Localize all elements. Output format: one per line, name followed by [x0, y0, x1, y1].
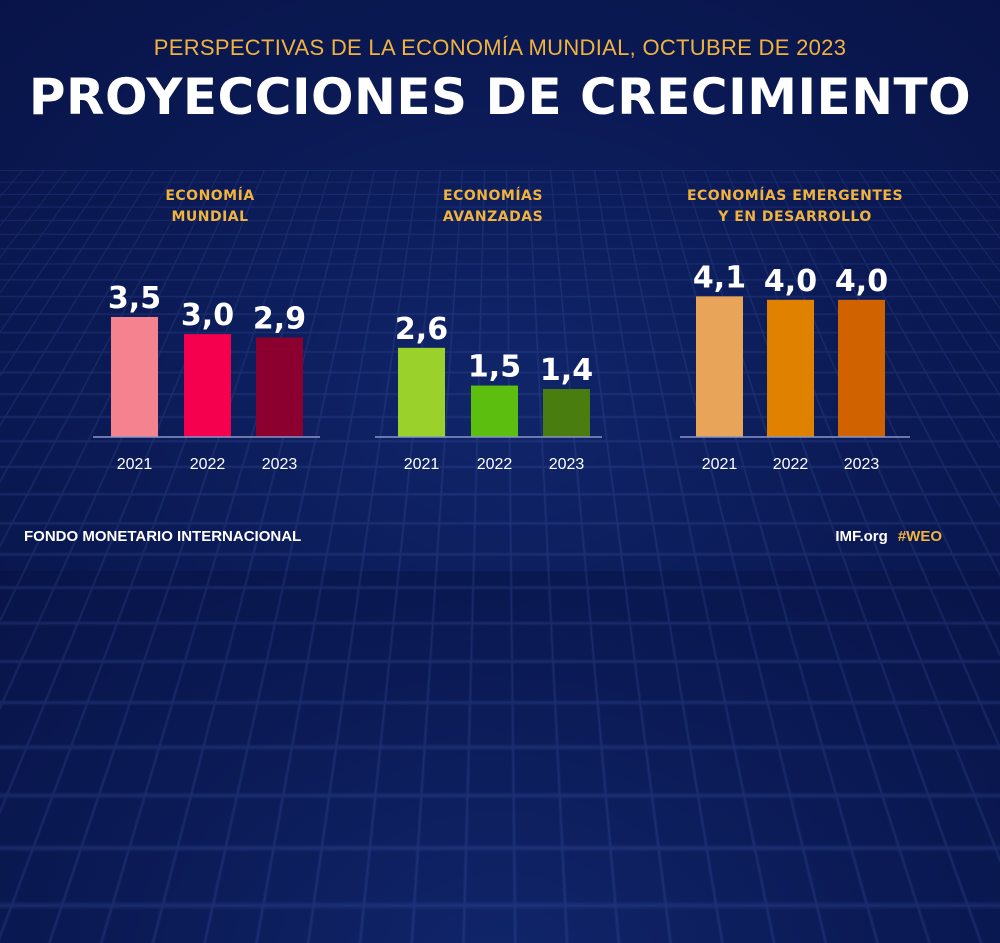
- bar-value-label: 3,0: [181, 298, 234, 333]
- bar: [256, 338, 303, 437]
- bar-value-label: 4,1: [693, 260, 746, 295]
- bar-value-label: 2,6: [395, 312, 448, 347]
- footer-links: IMF.org #WEO: [835, 528, 942, 545]
- bar-value-label: 4,0: [764, 264, 817, 299]
- x-tick-label: 2023: [549, 456, 585, 473]
- x-tick-label: 2022: [190, 456, 226, 473]
- x-tick-label: 2021: [404, 456, 440, 473]
- bar: [398, 348, 445, 437]
- bar: [767, 300, 814, 437]
- x-tick-label: 2023: [844, 456, 880, 473]
- bar-value-label: 1,5: [468, 350, 521, 385]
- bar-value-label: 2,9: [253, 302, 306, 337]
- bar: [471, 386, 518, 437]
- bar-value-label: 4,0: [835, 264, 888, 299]
- bar: [184, 334, 231, 437]
- website-link[interactable]: IMF.org: [835, 528, 888, 545]
- x-tick-label: 2022: [773, 456, 809, 473]
- hashtag[interactable]: #WEO: [898, 528, 942, 545]
- x-tick-label: 2022: [477, 456, 513, 473]
- bar-value-label: 3,5: [108, 281, 161, 316]
- x-tick-label: 2021: [702, 456, 738, 473]
- bar: [111, 317, 158, 437]
- bar: [838, 300, 885, 437]
- footer-organization: FONDO MONETARIO INTERNACIONAL: [24, 528, 301, 545]
- bar-value-label: 1,4: [540, 353, 593, 388]
- bar: [696, 296, 743, 437]
- x-tick-label: 2021: [117, 456, 153, 473]
- bar-charts: 3,5 2021 3,0 2022 2,9 2023 2,6 2021 1,5 2022 1,4 20…: [0, 0, 1000, 571]
- x-tick-label: 2023: [262, 456, 298, 473]
- bar: [543, 389, 590, 437]
